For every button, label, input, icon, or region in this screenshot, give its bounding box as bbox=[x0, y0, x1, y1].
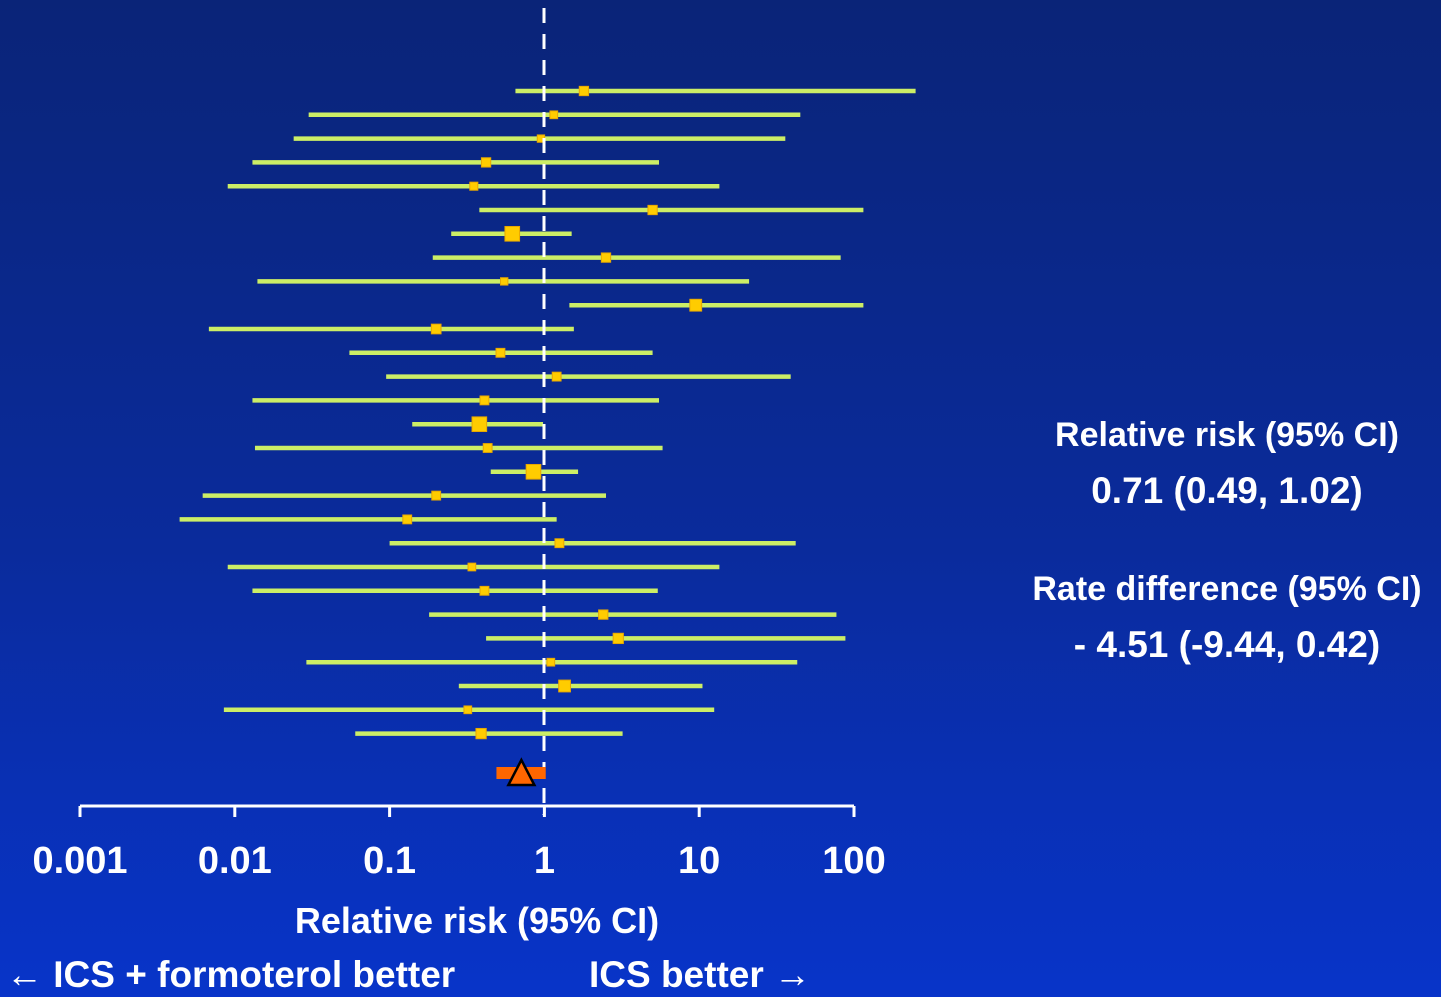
study-point-marker bbox=[578, 85, 590, 97]
study-row bbox=[479, 204, 864, 216]
study-row bbox=[223, 705, 715, 715]
study-row bbox=[486, 632, 846, 645]
study-point-marker bbox=[558, 679, 571, 693]
study-point-marker bbox=[546, 657, 556, 667]
study-row bbox=[293, 134, 786, 143]
study-row bbox=[227, 181, 720, 191]
pooled-estimate-triangle bbox=[506, 757, 537, 787]
study-point-marker bbox=[402, 514, 413, 525]
study-point-marker bbox=[504, 225, 521, 242]
study-point-marker bbox=[463, 705, 473, 715]
study-point-marker bbox=[598, 609, 609, 620]
study-row bbox=[515, 85, 916, 97]
x-axis-tick-label: 10 bbox=[678, 840, 721, 882]
study-point-marker bbox=[612, 632, 624, 645]
study-row bbox=[252, 585, 658, 596]
study-row bbox=[349, 347, 653, 358]
study-row bbox=[257, 277, 750, 286]
rate-difference-value: - 4.51 (-9.44, 0.42) bbox=[1073, 624, 1381, 665]
study-row bbox=[179, 514, 557, 525]
study-point-marker bbox=[689, 298, 703, 312]
study-row bbox=[569, 298, 864, 312]
study-point-marker bbox=[551, 371, 562, 382]
study-point-marker bbox=[525, 463, 542, 480]
direction-label-right: ICS better → bbox=[589, 954, 812, 995]
relative-risk-title: Relative risk (95% CI) bbox=[1055, 416, 1399, 454]
study-point-marker bbox=[479, 585, 490, 596]
study-point-marker bbox=[549, 110, 559, 120]
study-row bbox=[355, 727, 623, 740]
study-row bbox=[227, 562, 720, 572]
study-point-marker bbox=[431, 490, 442, 501]
study-row bbox=[308, 110, 801, 120]
x-axis-tick-label: 1 bbox=[533, 840, 555, 882]
study-point-marker bbox=[475, 727, 487, 740]
study-row bbox=[412, 416, 544, 433]
rate-difference-title: Rate difference (95% CI) bbox=[1032, 570, 1422, 608]
x-axis-tick-label: 0.01 bbox=[197, 840, 272, 882]
study-point-marker bbox=[554, 538, 565, 549]
study-point-marker bbox=[482, 443, 493, 453]
study-point-marker bbox=[480, 157, 492, 168]
x-axis-tick-label: 0.1 bbox=[363, 840, 416, 882]
x-axis-tick-label: 100 bbox=[822, 840, 886, 882]
study-point-marker bbox=[647, 204, 658, 216]
study-row bbox=[254, 443, 663, 453]
x-axis-label: Relative risk (95% CI) bbox=[294, 900, 660, 941]
study-row bbox=[458, 679, 703, 693]
study-point-marker bbox=[430, 323, 442, 335]
study-point-marker bbox=[471, 416, 488, 433]
x-axis bbox=[78, 804, 856, 817]
study-row bbox=[252, 157, 660, 168]
study-point-marker bbox=[479, 395, 490, 406]
study-row bbox=[306, 657, 798, 667]
study-row bbox=[451, 225, 572, 242]
study-row bbox=[389, 538, 796, 549]
study-point-marker bbox=[467, 562, 477, 572]
study-point-marker bbox=[469, 181, 479, 191]
study-row bbox=[429, 609, 837, 620]
study-row bbox=[252, 395, 660, 406]
study-point-marker bbox=[600, 252, 612, 263]
relative-risk-value: 0.71 (0.49, 1.02) bbox=[1091, 470, 1363, 511]
x-axis-tick-label: 0.001 bbox=[32, 840, 128, 882]
pooled-estimate bbox=[496, 757, 546, 787]
study-row bbox=[490, 463, 579, 480]
study-rows bbox=[179, 85, 916, 740]
study-point-marker bbox=[495, 347, 506, 358]
direction-label-left: ← ICS + formoterol better bbox=[6, 954, 456, 995]
study-row bbox=[386, 371, 791, 382]
study-row bbox=[432, 252, 841, 263]
study-row bbox=[202, 490, 607, 501]
study-point-marker bbox=[500, 277, 509, 286]
study-row bbox=[208, 323, 574, 335]
